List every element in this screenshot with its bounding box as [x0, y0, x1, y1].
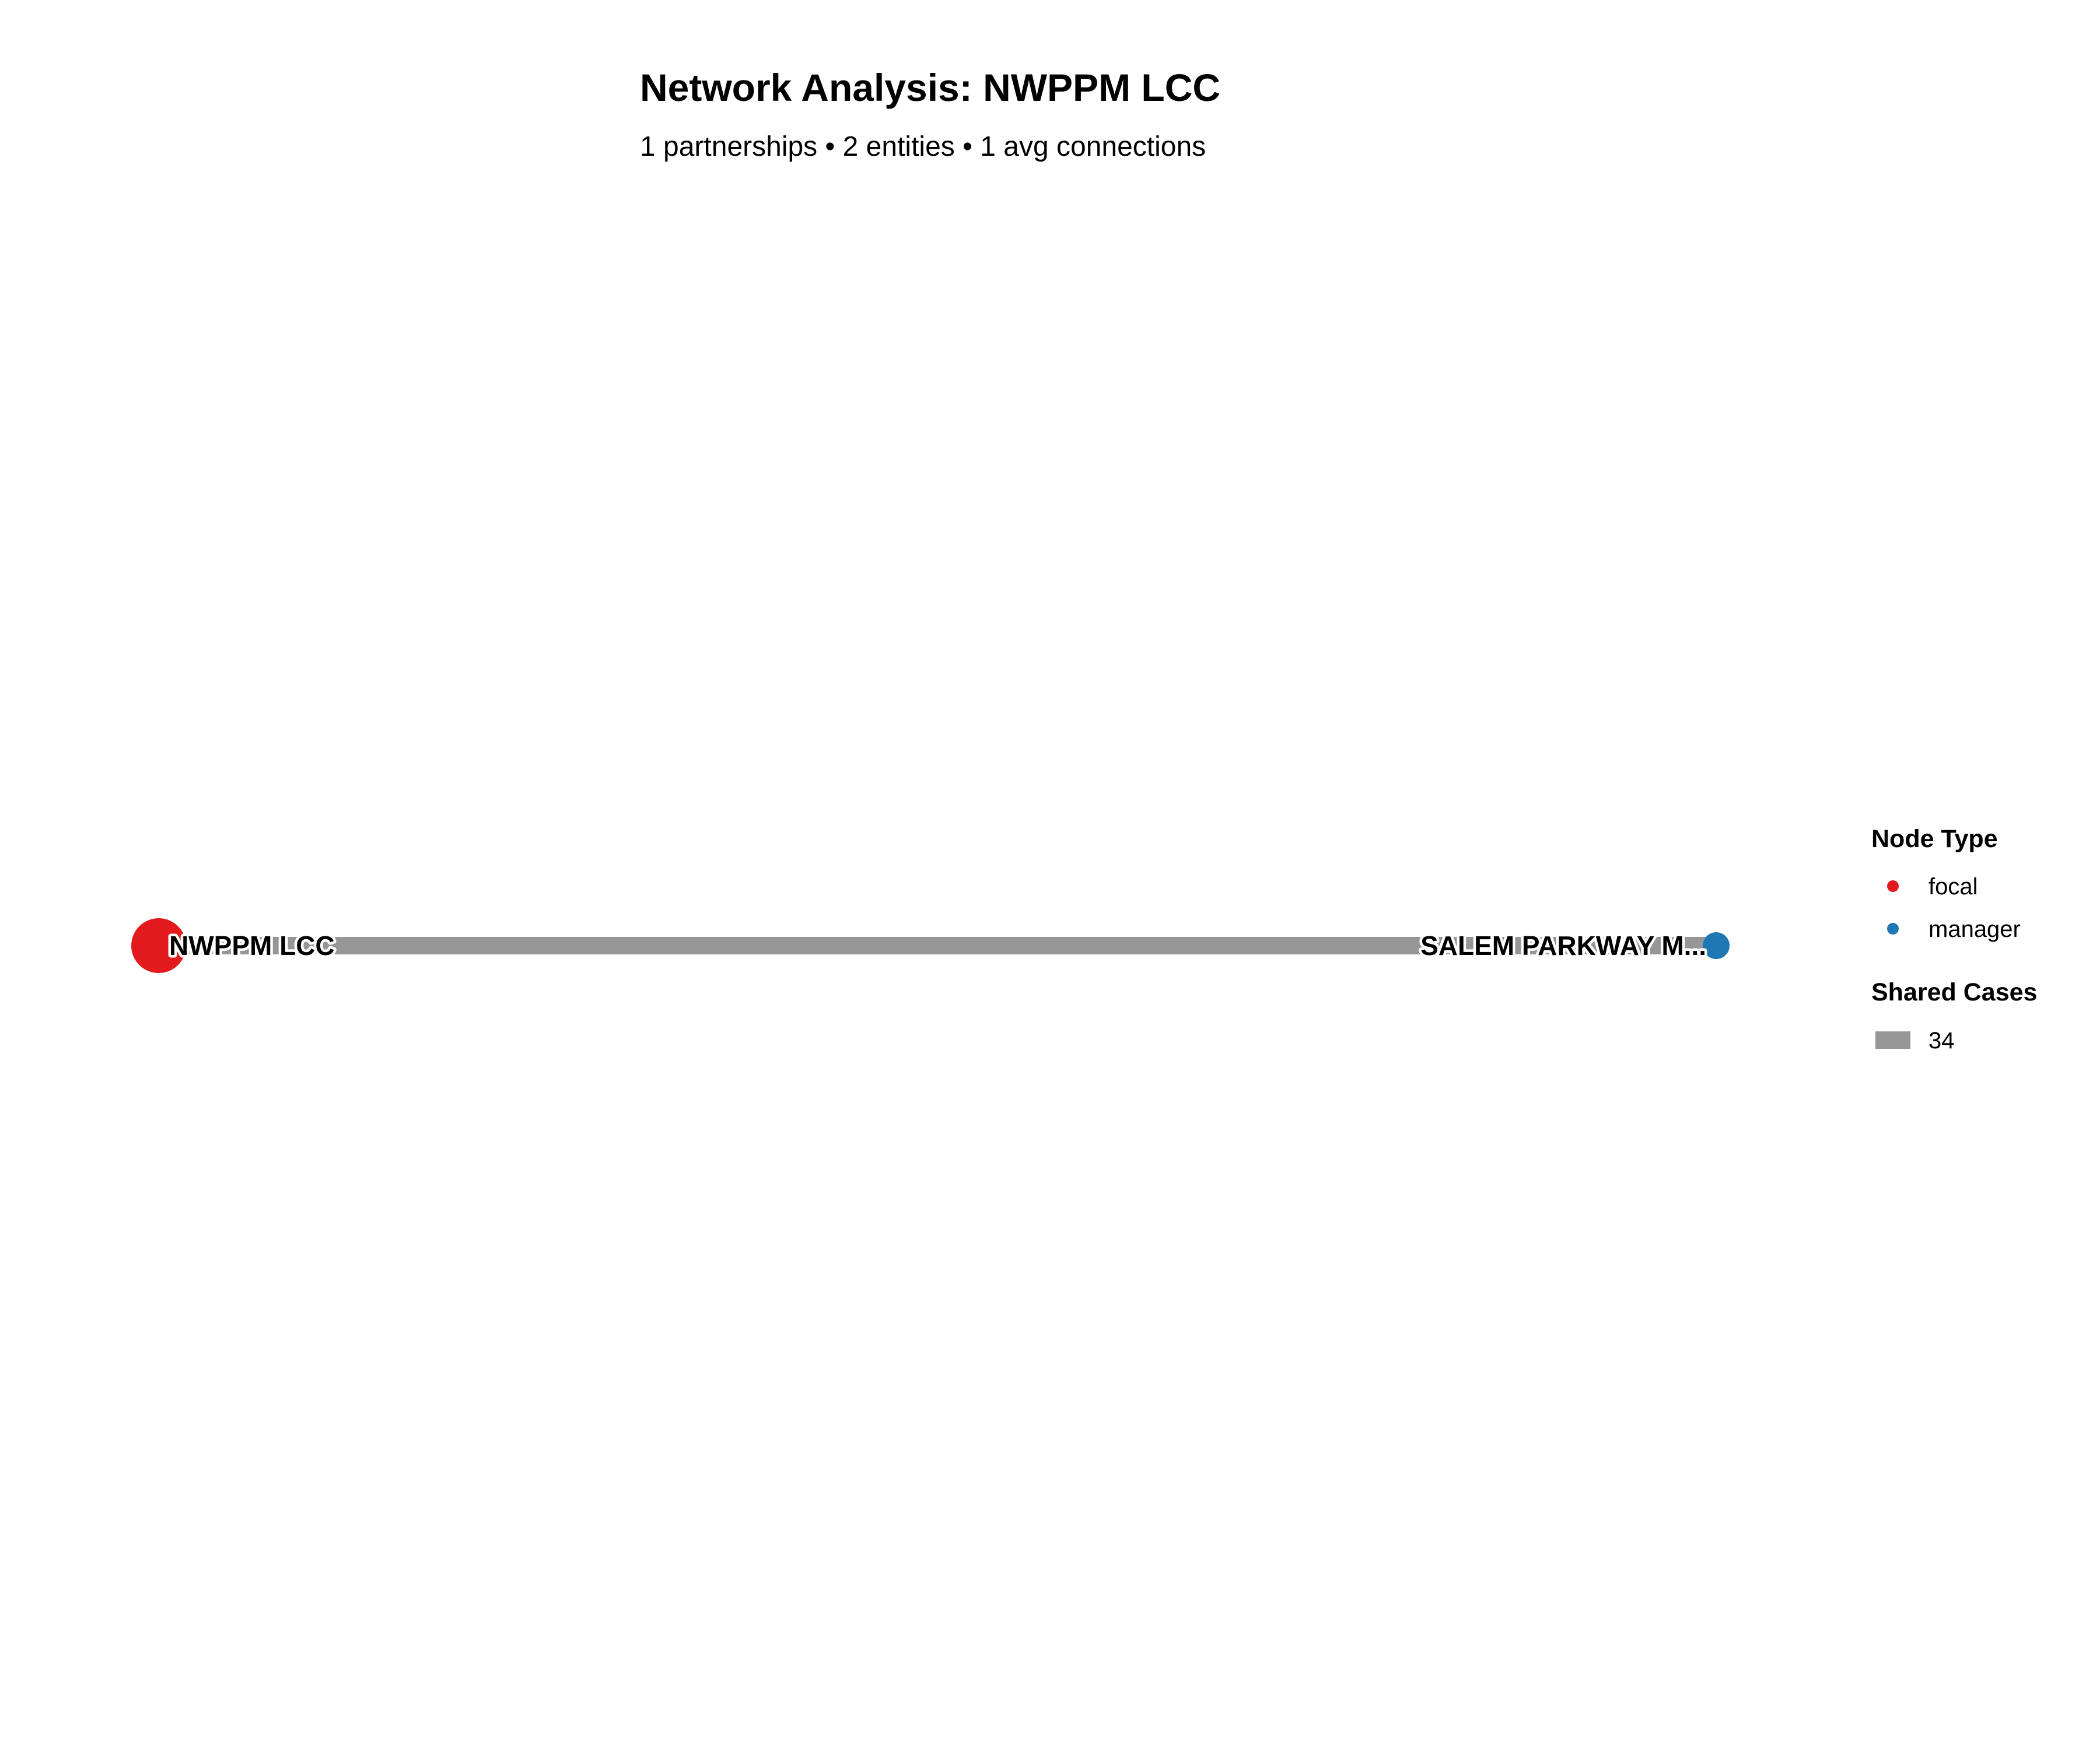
legend-node-type-title: Node Type: [1871, 825, 1998, 853]
legend-shared-cases-label: 34: [1929, 1028, 1955, 1054]
legend-node-type: Node Type focal manager: [1871, 825, 2021, 942]
legend-manager-swatch: [1887, 923, 1899, 935]
chart-subtitle: 1 partnerships • 2 entities • 1 avg conn…: [640, 131, 1206, 162]
manager-node-label: SALEM PARKWAY M...: [1420, 930, 1706, 961]
legend-focal-swatch: [1887, 880, 1899, 892]
manager-node[interactable]: [1703, 932, 1730, 959]
focal-node-label: NWPPM LCC: [169, 930, 335, 961]
chart-title: Network Analysis: NWPPM LCC: [640, 66, 1220, 109]
legend-shared-cases-swatch: [1875, 1031, 1910, 1049]
legend-focal-label: focal: [1929, 874, 1978, 900]
legend-shared-cases-title: Shared Cases: [1871, 978, 2037, 1006]
legend-shared-cases: Shared Cases 34: [1871, 978, 2037, 1054]
legend-manager-label: manager: [1929, 916, 2021, 942]
